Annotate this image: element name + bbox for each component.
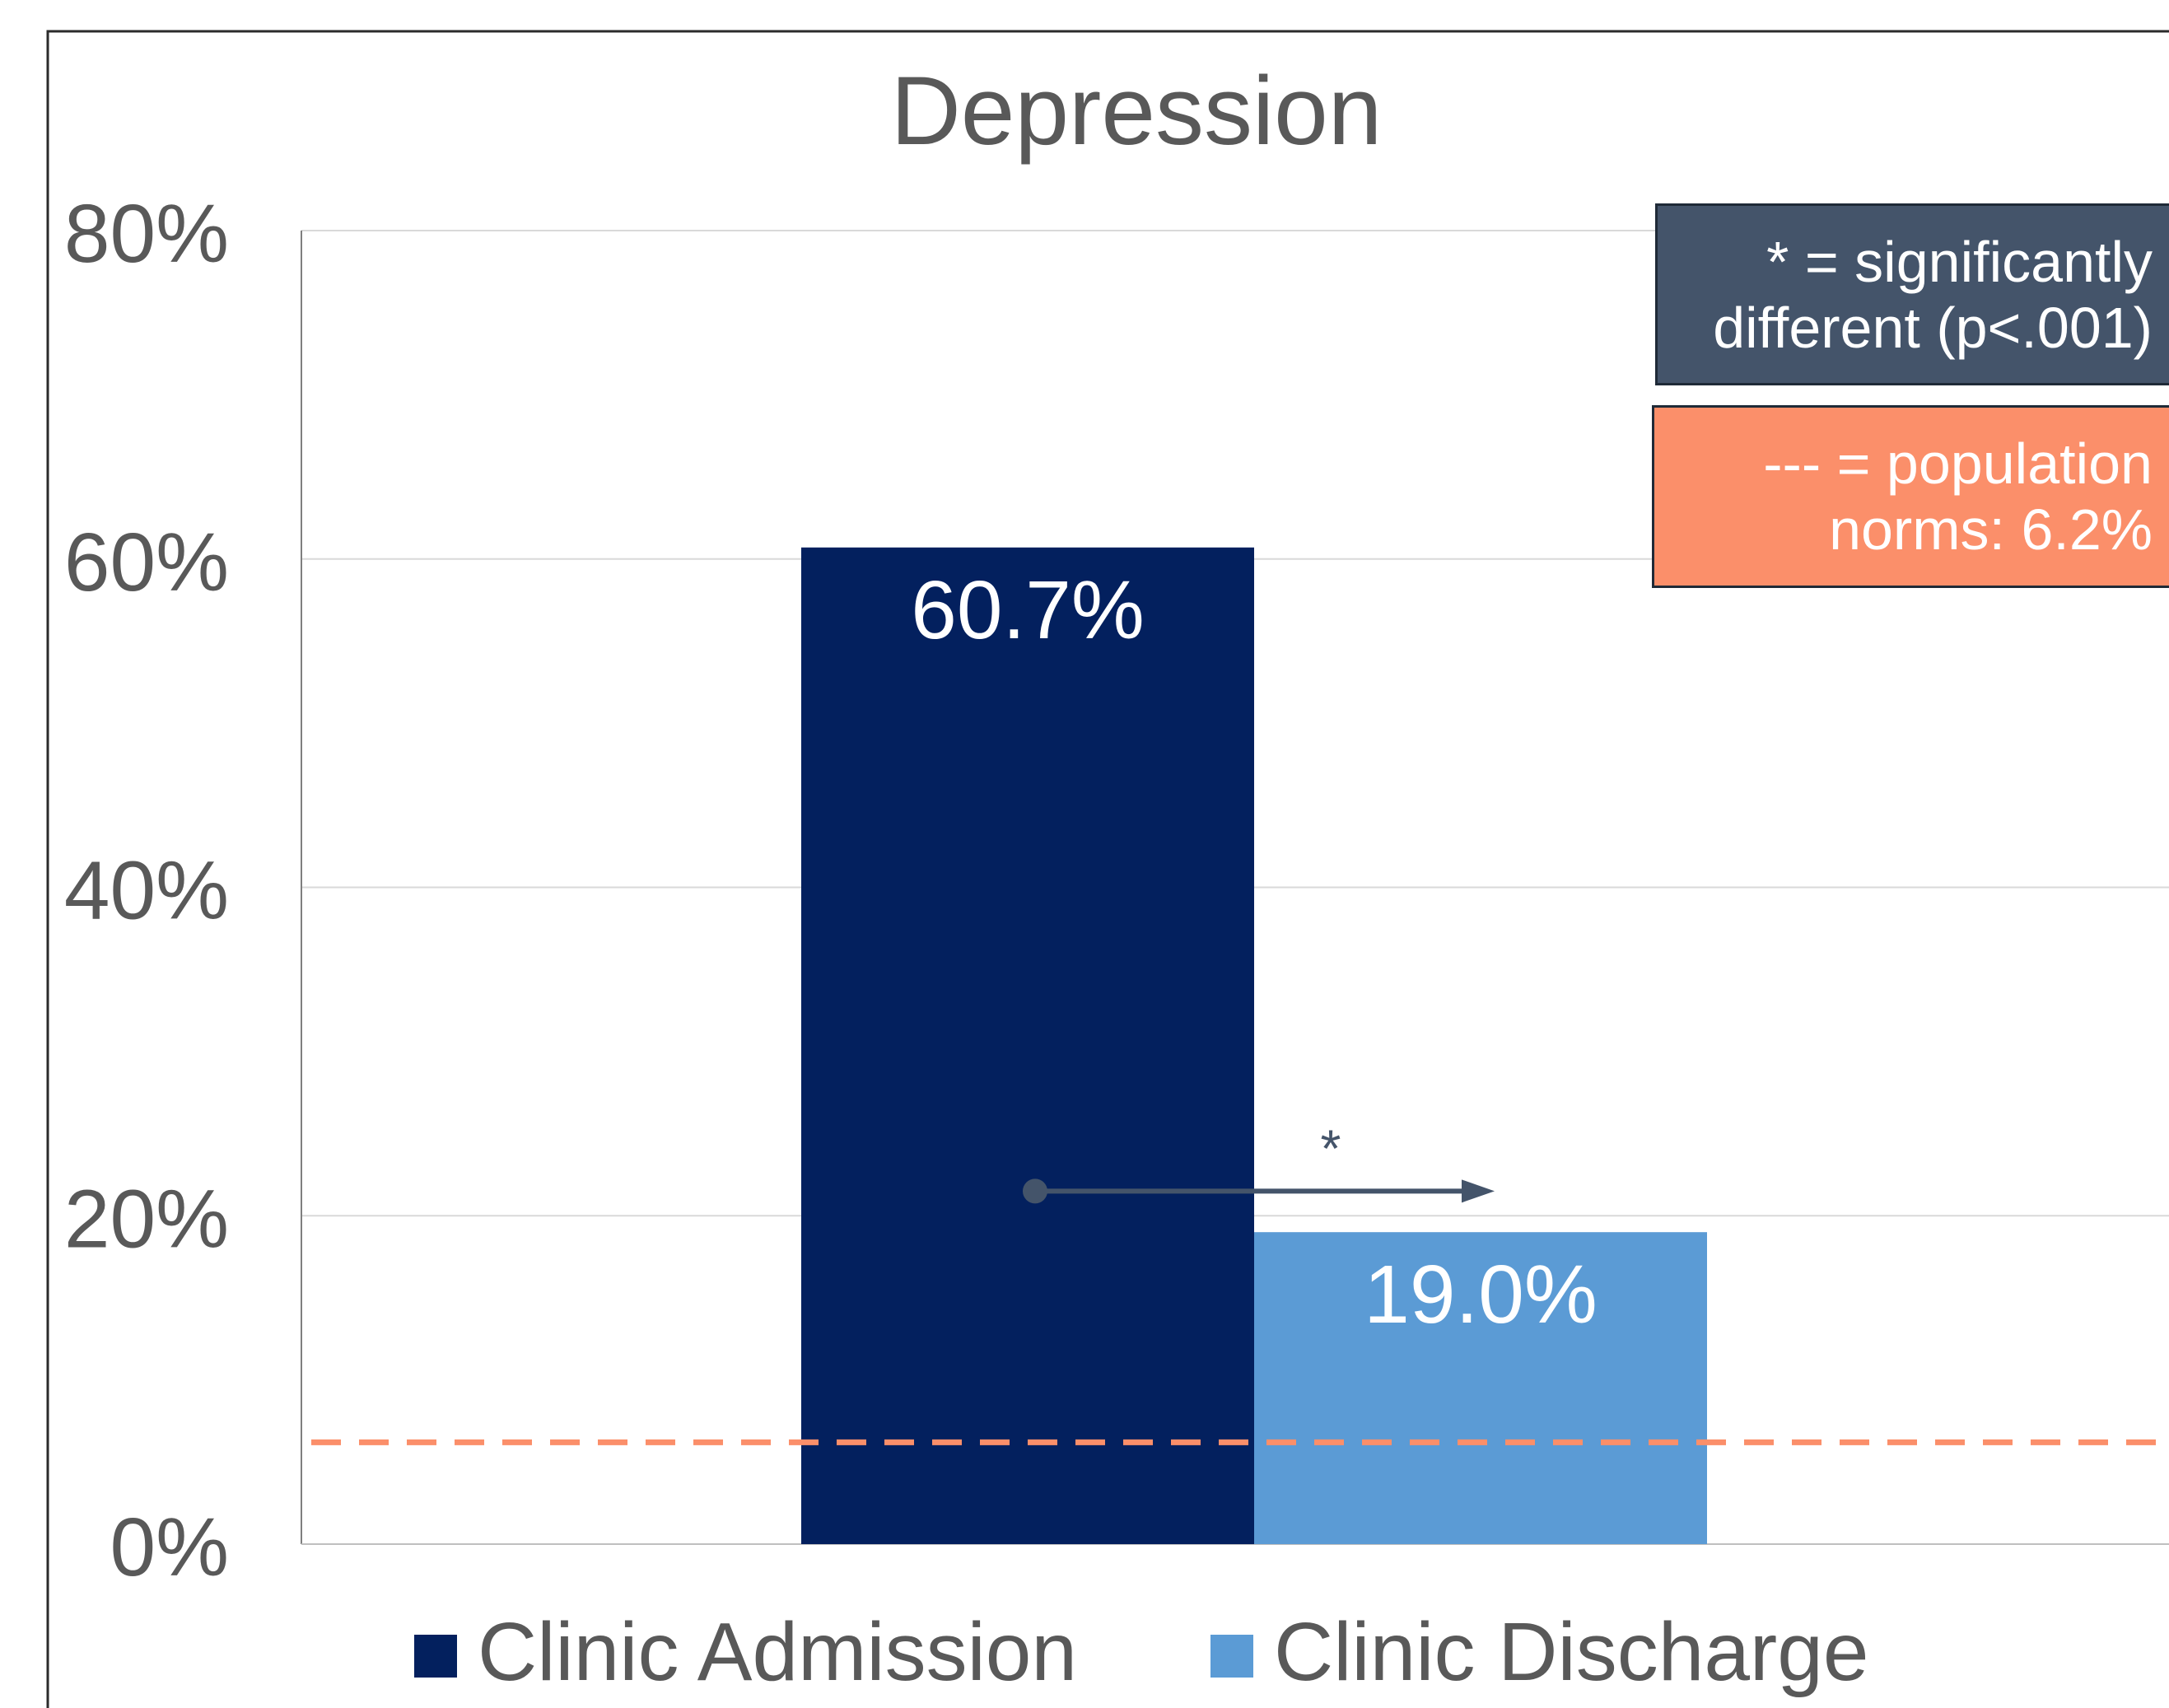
bar: [801, 547, 1254, 1545]
chart-frame: [46, 30, 2169, 1708]
y-tick-label: 40%: [64, 845, 229, 937]
legend-swatch-admission: [414, 1635, 457, 1678]
legend-swatch-discharge: [1210, 1635, 1253, 1678]
significance-arrow: *: [1023, 1118, 1495, 1204]
y-tick-label: 60%: [64, 516, 229, 609]
y-tick-label: 20%: [64, 1173, 229, 1265]
population-norm-note-box: --- = population norms: 6.2%: [1652, 405, 2169, 588]
legend-label-discharge: Clinic Discharge: [1274, 1606, 1868, 1698]
y-tick-label: 0%: [110, 1501, 229, 1594]
bar-data-label: 60.7%: [911, 564, 1145, 656]
significance-note-line-1: * = significantly: [1766, 229, 2153, 294]
chart-title: Depression: [891, 57, 1383, 166]
arrow-head: [1462, 1179, 1495, 1203]
y-tick-label: 80%: [64, 188, 229, 280]
y-axis-ticks: 0% 20% 40% 60% 80%: [64, 188, 229, 1594]
bar: [1254, 1232, 1707, 1544]
arrow-origin-dot: [1023, 1178, 1047, 1204]
population-norm-note-line-1: --- = population: [1763, 432, 2153, 496]
significance-star: *: [1321, 1118, 1341, 1178]
legend-label-admission: Clinic Admission: [478, 1606, 1077, 1698]
significance-note-line-2: different (p<.001): [1713, 295, 2153, 360]
bars: 60.7% 19.0%: [801, 547, 1707, 1545]
population-norm-note-line-2: norms: 6.2%: [1829, 497, 2153, 562]
significance-note-box: * = significantly different (p<.001): [1655, 203, 2169, 385]
legend: Clinic Admission Clinic Discharge: [414, 1606, 1868, 1698]
bar-data-label: 19.0%: [1364, 1248, 1598, 1341]
